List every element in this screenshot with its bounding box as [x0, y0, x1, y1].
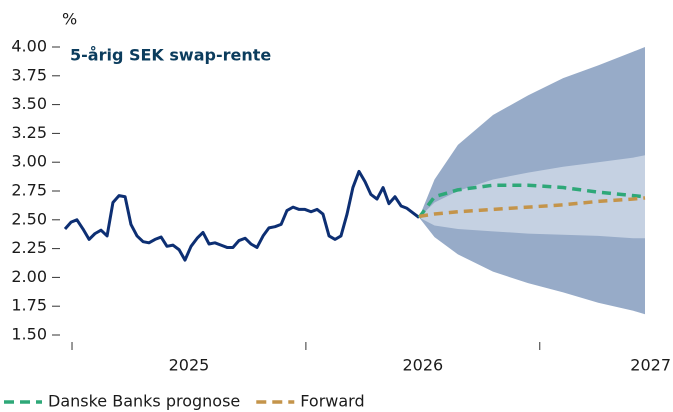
x-tick-label: 2025	[169, 356, 210, 375]
y-tick-label: 2.00	[11, 267, 47, 286]
y-tick-label: 3.25	[11, 123, 47, 142]
y-tick-label: 4.00	[11, 37, 47, 56]
y-tick-label: 2.25	[11, 238, 47, 257]
fan-band	[419, 155, 645, 239]
y-tick-label: 3.50	[11, 94, 47, 113]
y-tick-label: 3.75	[11, 65, 47, 84]
y-tick-label: 3.00	[11, 152, 47, 171]
x-tick-label: 2026	[402, 356, 443, 375]
y-tick-label: 1.50	[11, 325, 47, 344]
line	[418, 196, 646, 219]
legend-label: Forward	[300, 392, 364, 411]
line	[63, 169, 420, 262]
chart-title: 5-årig SEK swap-rente	[70, 46, 271, 65]
line	[417, 183, 646, 219]
y-unit: %	[62, 10, 77, 29]
y-tick-label: 2.50	[11, 209, 47, 228]
x-tick-label: 2027	[630, 356, 671, 375]
y-tick-label: 2.75	[11, 181, 47, 200]
y-tick-label: 1.75	[11, 296, 47, 315]
legend-label: Danske Banks prognose	[48, 392, 240, 411]
